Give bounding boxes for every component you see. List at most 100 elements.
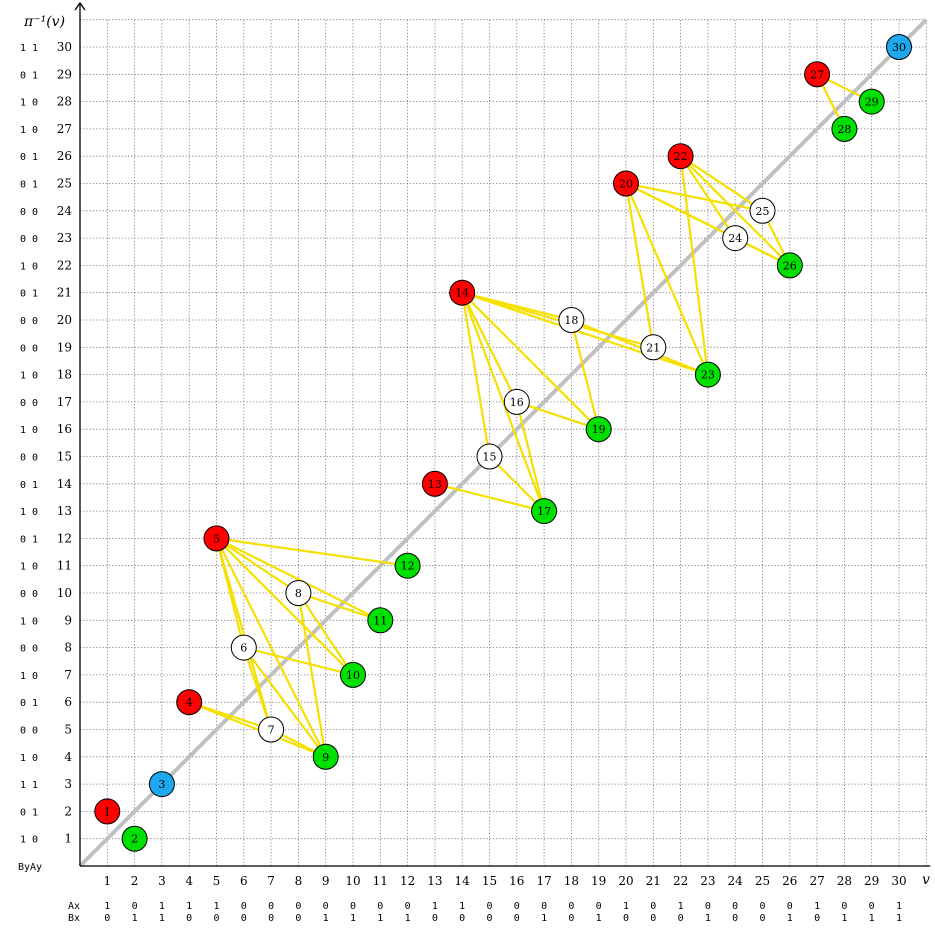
x-bit-b: 0	[295, 913, 301, 924]
node-label: 23	[701, 369, 715, 382]
x-bit-b: 0	[486, 913, 492, 924]
edge	[242, 646, 327, 758]
y-tick-label: 24	[57, 204, 73, 218]
y-bits: 1 0	[20, 425, 38, 436]
x-bit-b: 1	[323, 913, 329, 924]
x-tick-label: 7	[267, 874, 275, 888]
x-bit-a: 0	[705, 901, 711, 912]
edge	[679, 155, 764, 212]
x-bit-b: 0	[759, 913, 765, 924]
node-label: 6	[240, 642, 247, 655]
y-tick-label: 17	[57, 395, 72, 409]
x-bit-a: 0	[295, 901, 301, 912]
node-circle	[230, 634, 257, 661]
node-30: 30	[886, 34, 912, 60]
node-13: 13	[421, 470, 448, 497]
edge	[624, 183, 655, 348]
x-bit-a: 0	[241, 901, 247, 912]
y-bit-labels: 1 0 0 1 1 1 1 0 0 0 0 1 1 0 0 0 1 0 0 0 1 0 0 1 1 0 0…	[20, 43, 38, 846]
x-tick-label: 5	[213, 874, 221, 888]
x-tick-label: 23	[700, 874, 715, 888]
edge	[679, 156, 709, 375]
node-22: 22	[667, 143, 694, 170]
x-bit-b: 0	[241, 913, 247, 924]
x-bit-b: 1	[350, 913, 356, 924]
x-bit-a: 0	[841, 901, 847, 912]
y-tick-label: 27	[57, 122, 72, 136]
y-bits: 1 0	[20, 98, 38, 109]
x-bit-a: 0	[514, 901, 520, 912]
y-tick-label: 14	[57, 477, 73, 491]
x-bit-b: 1	[405, 913, 411, 924]
node-label: 3	[158, 778, 165, 791]
y-tick-label: 26	[57, 149, 72, 163]
edge	[461, 292, 518, 403]
node-21: 21	[640, 334, 667, 361]
node-circle	[449, 279, 476, 306]
x-bits-a-label: Ax	[68, 901, 80, 912]
y-bits: 1 0	[20, 671, 38, 682]
x-bit-b: 0	[268, 913, 274, 924]
y-bits: 0 0	[20, 644, 38, 655]
edge	[434, 482, 545, 513]
node-circle	[203, 525, 230, 552]
y-tick-label: 19	[57, 340, 72, 354]
node-circle	[367, 607, 394, 634]
x-tick-labels: 1 2 3 4 5 6 7 8 9 10 11 12 13 14 15 16 17 18 19 20 21 22 23 24 2…	[103, 874, 906, 888]
node-label: 5	[213, 532, 220, 545]
y-bits: 1 1	[20, 780, 38, 791]
y-tick-label: 29	[57, 67, 72, 81]
y-bits: 0 0	[20, 343, 38, 354]
x-tick-label: 14	[455, 874, 471, 888]
x-bit-b: 1	[596, 913, 602, 924]
x-bit-a: 0	[596, 901, 602, 912]
x-bit-labels: 1 0 1 1 1 0 0 0 0 0 0 0 1 1 0 0 0 0 0 1 0 1 0 0 0 0 1 0 0 10 1 1 0 0 0 0 0 1 1…	[104, 901, 902, 924]
node-circle	[94, 798, 121, 825]
x-bit-a: 0	[869, 901, 875, 912]
diagonal-line	[78, 18, 928, 868]
x-bit-b: 1	[159, 913, 165, 924]
node-circle	[640, 334, 667, 361]
node-label: 8	[295, 587, 302, 600]
node-circle	[148, 771, 175, 798]
node-circle	[285, 580, 312, 606]
grid	[80, 19, 927, 866]
y-bits: 0 1	[20, 70, 38, 81]
edge	[461, 291, 654, 349]
x-bit-a: 0	[405, 901, 411, 912]
node-label: 4	[186, 696, 193, 709]
y-bits: 1 0	[20, 125, 38, 136]
x-bit-a: 0	[759, 901, 765, 912]
nodes: 1234567891011121314151617181920212223242…	[94, 34, 912, 852]
edge	[215, 537, 300, 594]
x-bit-b: 1	[896, 913, 902, 924]
y-bits: 1 0	[20, 616, 38, 627]
y-tick-label: 7	[64, 668, 72, 682]
node-5: 5	[203, 525, 230, 552]
x-tick-label: 1	[103, 874, 111, 888]
x-tick-label: 18	[564, 874, 579, 888]
node-label: 18	[564, 314, 578, 327]
y-tick-label: 2	[64, 804, 72, 818]
y-bits: 0 1	[20, 180, 38, 191]
edge	[216, 537, 408, 567]
node-circle	[776, 252, 803, 279]
y-bits: 0 0	[20, 316, 38, 327]
y-tick-label: 1	[64, 832, 72, 846]
y-bits: 1 0	[20, 261, 38, 272]
node-23: 23	[694, 361, 721, 388]
x-tick-label: 20	[618, 874, 633, 888]
x-bit-b: 1	[869, 913, 875, 924]
node-label: 9	[322, 751, 329, 764]
x-tick-label: 15	[482, 874, 497, 888]
x-tick-label: 10	[345, 874, 360, 888]
x-bit-b: 0	[432, 913, 438, 924]
y-tick-label: 10	[57, 586, 72, 600]
node-circle	[340, 661, 366, 688]
node-29: 29	[858, 88, 885, 115]
edge	[625, 182, 763, 212]
edge	[298, 591, 381, 622]
node-24: 24	[722, 225, 749, 252]
y-bits: 1 0	[20, 562, 38, 573]
